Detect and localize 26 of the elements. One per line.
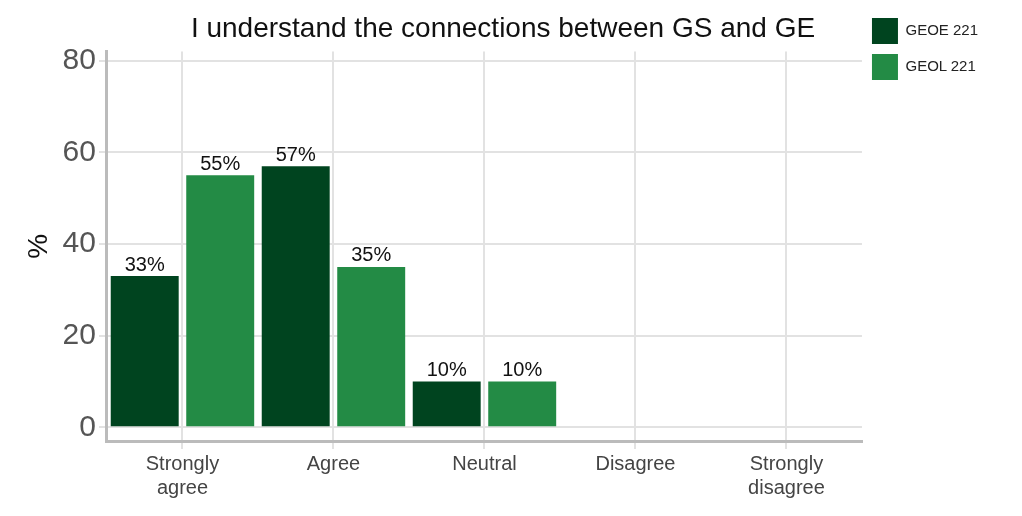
y-tick-label: 0 — [79, 408, 96, 442]
data-label: 57% — [275, 142, 316, 165]
chart-title: I understand the connections between GS and GE — [190, 11, 816, 43]
y-tick-label: 60 — [62, 133, 96, 167]
legend-label: GEOE 221 — [905, 21, 979, 39]
data-label: 55% — [200, 151, 241, 174]
legend-label: GEOL 221 — [905, 57, 976, 75]
x-tick-label: Disagree — [595, 451, 676, 474]
data-label: 10% — [502, 357, 543, 380]
bar — [186, 175, 255, 427]
bar — [337, 266, 406, 427]
x-tick-label: Neutral — [452, 451, 517, 474]
bar — [488, 381, 557, 427]
data-label: 10% — [426, 357, 467, 380]
bar — [110, 276, 179, 427]
bar — [261, 166, 330, 427]
data-label: 35% — [351, 243, 392, 266]
y-tick-label: 20 — [62, 316, 96, 350]
y-tick-label: 80 — [62, 42, 96, 76]
x-tick-label: Strongly agree — [145, 451, 220, 498]
y-axis-title: % — [21, 233, 53, 259]
x-tick-label: Agree — [306, 451, 361, 474]
y-tick-label: 40 — [62, 225, 96, 259]
x-tick-label: Strongly disagree — [748, 451, 825, 498]
bar — [412, 381, 481, 427]
data-label: 33% — [124, 252, 165, 275]
